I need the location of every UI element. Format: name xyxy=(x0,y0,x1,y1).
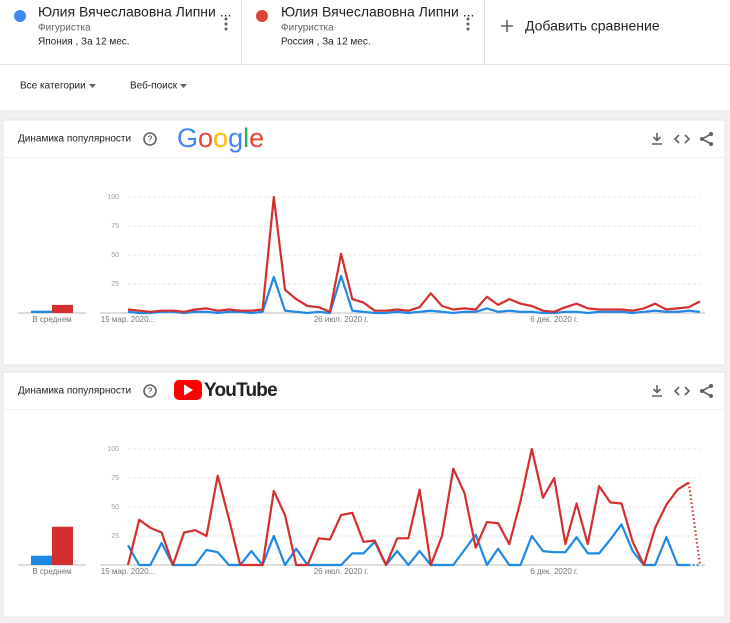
term-category: Фигуристка xyxy=(38,23,91,34)
term-name: Юлия Вячеславовна Липни ... xyxy=(38,4,231,20)
y-tick-label: 25 xyxy=(111,281,119,288)
share-icon[interactable] xyxy=(700,384,713,398)
more-icon[interactable] xyxy=(224,17,228,31)
embed-icon[interactable] xyxy=(673,134,691,144)
panel-title: Динамика популярности xyxy=(18,134,131,145)
filter[interactable]: Все категории xyxy=(20,81,96,92)
help-icon[interactable]: ? xyxy=(143,384,157,398)
add-comparison[interactable]: Добавить сравнение xyxy=(501,18,660,34)
panel xyxy=(2,371,726,618)
average-label: В среднем xyxy=(32,567,71,576)
dropdown-icon xyxy=(180,84,187,88)
x-tick-label: 26 июл. 2020 г. xyxy=(314,315,369,324)
term-name: Юлия Вячеславовна Липни ... xyxy=(281,4,474,20)
dropdown-icon xyxy=(89,84,96,88)
y-tick-label: 100 xyxy=(107,446,119,453)
filter[interactable]: Веб-поиск xyxy=(130,80,187,92)
panel xyxy=(2,119,726,366)
line xyxy=(127,195,701,313)
panel-title: Динамика популярности xyxy=(18,386,131,397)
term-details: Япония , За 12 мес. xyxy=(38,37,130,48)
filter-label: Веб-поиск xyxy=(130,80,178,92)
y-tick-label: 75 xyxy=(111,223,119,230)
term-card[interactable]: Юлия Вячеславовна Липни ... Фигуристка Я… xyxy=(14,4,231,48)
more-icon[interactable] xyxy=(466,17,470,31)
help-icon[interactable]: ? xyxy=(143,132,157,146)
download-icon[interactable] xyxy=(652,385,662,397)
embed-icon[interactable] xyxy=(673,386,691,396)
line xyxy=(127,523,689,567)
source-logo: Google xyxy=(177,123,264,153)
term-details: Россия , За 12 мес. xyxy=(281,37,371,48)
term-color xyxy=(256,10,268,22)
x-tick-label: 15 мар. 2020... xyxy=(101,315,155,324)
y-tick-label: 25 xyxy=(111,533,119,540)
x-tick-label: 26 июл. 2020 г. xyxy=(314,567,369,576)
y-tick-label: 50 xyxy=(111,252,119,259)
add-comparison-label: Добавить сравнение xyxy=(525,18,660,34)
svg-text:?: ? xyxy=(148,135,153,144)
x-tick-label: 6 дек. 2020 г. xyxy=(530,315,578,324)
term-color xyxy=(14,10,26,22)
y-tick-label: 100 xyxy=(107,194,119,201)
average-label: В среднем xyxy=(32,315,71,324)
term-category: Фигуристка xyxy=(281,23,334,34)
share-icon[interactable] xyxy=(700,132,713,146)
source-logo: YouTube xyxy=(204,380,277,401)
average-bar xyxy=(31,310,52,313)
svg-text:?: ? xyxy=(148,387,153,396)
partial-line xyxy=(687,482,702,566)
download-icon[interactable] xyxy=(652,133,662,145)
term-card[interactable]: Юлия Вячеславовна Липни ... Фигуристка Р… xyxy=(256,4,474,48)
x-tick-label: 6 дек. 2020 г. xyxy=(530,567,578,576)
average-bar xyxy=(52,526,73,565)
panel-actions xyxy=(652,132,713,398)
x-tick-label: 15 мар. 2020... xyxy=(101,567,155,576)
youtube-logo: YouTube xyxy=(174,380,278,401)
y-tick-label: 75 xyxy=(111,475,119,482)
line xyxy=(126,447,690,567)
filter-label: Все категории xyxy=(20,81,86,92)
plus-icon xyxy=(501,20,513,32)
average-bar xyxy=(52,304,73,313)
average-bar xyxy=(31,555,52,565)
header xyxy=(0,0,730,110)
y-tick-label: 50 xyxy=(111,504,119,511)
line xyxy=(127,274,701,315)
